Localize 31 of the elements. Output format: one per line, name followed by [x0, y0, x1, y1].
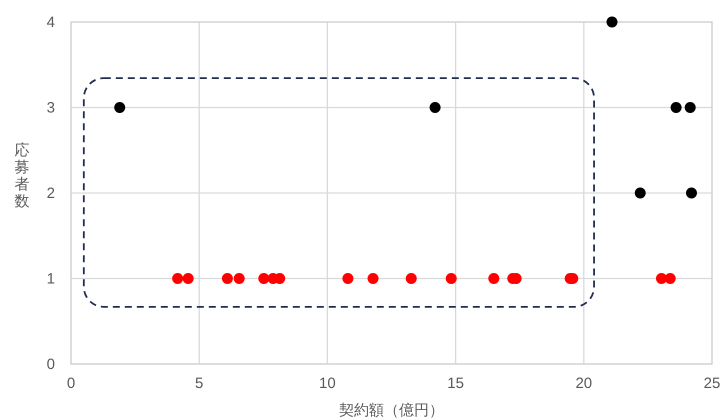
point	[446, 273, 457, 284]
y-tick-label: 3	[46, 100, 55, 116]
point	[488, 273, 500, 284]
point	[258, 273, 270, 284]
y-axis-title: 応募者数	[14, 142, 30, 210]
point	[664, 273, 676, 284]
point	[606, 16, 618, 28]
x-tick-label: 5	[195, 375, 204, 392]
y-tick-label: 2	[46, 185, 55, 202]
y-tick-label: 1	[46, 270, 55, 288]
point	[222, 273, 233, 284]
y-tick-label: 4	[46, 14, 55, 31]
x-tick-label: 15	[447, 375, 464, 392]
point	[634, 188, 646, 198]
x-tick-label: 25	[704, 375, 720, 392]
point	[684, 102, 696, 113]
point	[686, 188, 697, 198]
point	[368, 273, 379, 284]
point	[430, 102, 441, 113]
x-axis-title: 契約額（億円）	[339, 402, 444, 418]
point	[342, 273, 354, 284]
point	[406, 273, 417, 284]
x-tick-label: 10	[319, 375, 336, 392]
x-tick-label: 0	[66, 375, 76, 392]
point	[234, 273, 245, 284]
point	[670, 102, 682, 113]
point	[182, 273, 194, 284]
point	[114, 102, 126, 113]
point	[172, 273, 184, 284]
y-tick-label: 0	[46, 356, 55, 373]
x-tick-label: 20	[575, 375, 592, 392]
